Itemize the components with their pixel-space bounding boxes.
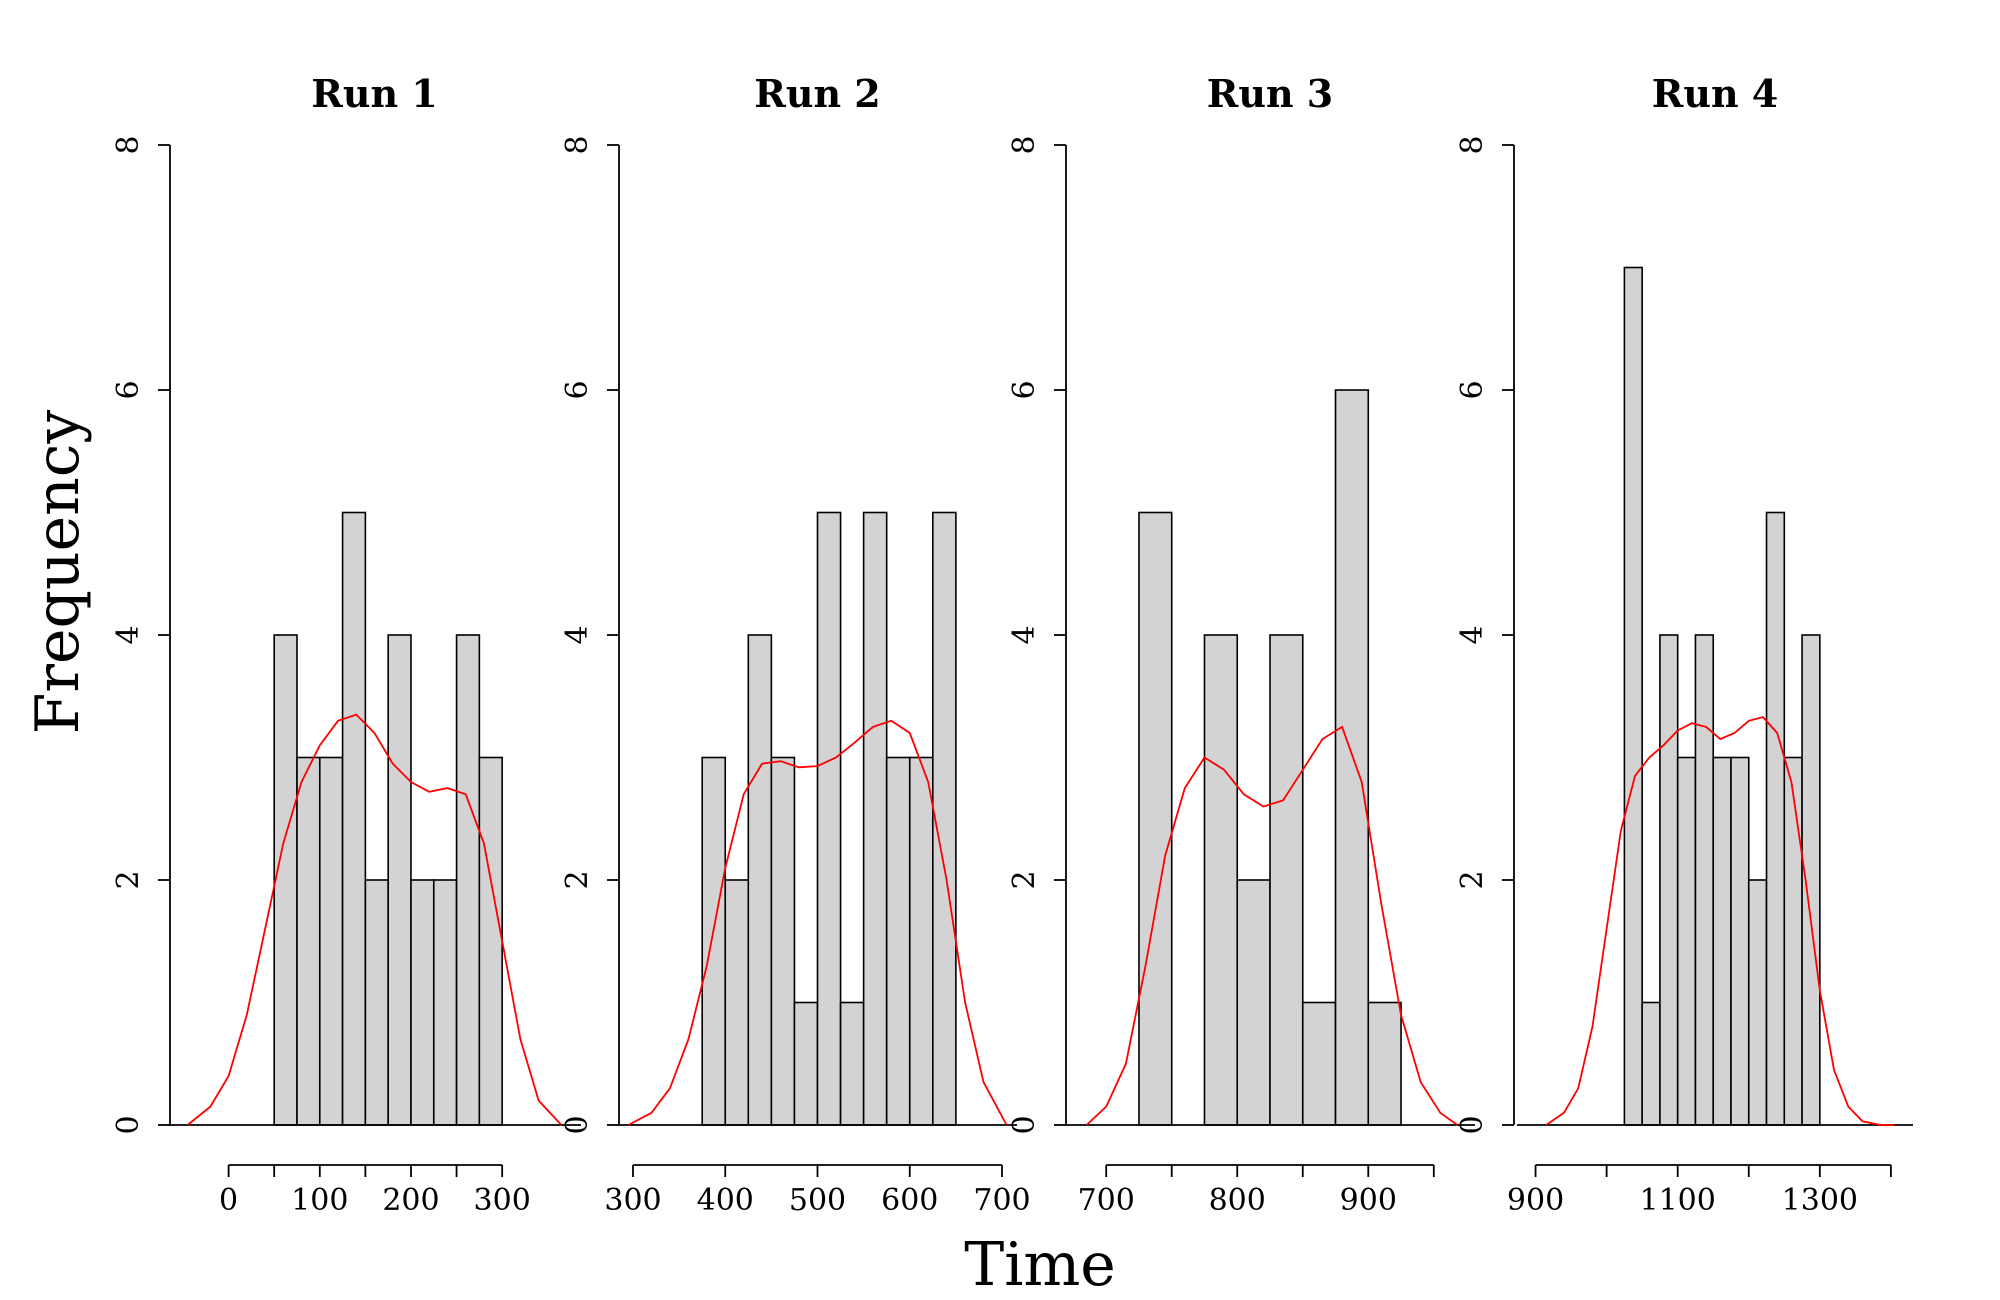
x-tick-label: 900 <box>1340 1183 1397 1218</box>
panel-3: Run 3 0 2 4 6 8 700 800 900 <box>1007 71 1475 1218</box>
histogram-bar <box>1203 634 1239 1126</box>
y-tick-label: 6 <box>1007 380 1042 399</box>
histogram-bar <box>410 879 435 1126</box>
y-tick-label: 6 <box>111 380 146 399</box>
histogram-bar <box>908 756 934 1126</box>
x-tick-label: 700 <box>1078 1183 1135 1218</box>
y-tick-label: 4 <box>1455 625 1490 644</box>
x-tick-label: 1300 <box>1782 1183 1858 1218</box>
y-tick-label: 2 <box>560 870 595 889</box>
y-tick-label: 4 <box>111 625 146 644</box>
histogram-bar <box>318 756 344 1126</box>
y-tick-label: 0 <box>1455 1115 1490 1134</box>
x-tick-label: 700 <box>973 1183 1030 1218</box>
histogram-bar <box>1712 756 1732 1126</box>
x-tick-label: 1100 <box>1640 1183 1716 1218</box>
histogram-bar <box>1783 756 1803 1126</box>
histogram-bar <box>770 756 796 1126</box>
histogram-bar <box>1334 389 1370 1126</box>
histogram-bar <box>885 756 911 1126</box>
histogram-bar <box>1367 1001 1402 1126</box>
histogram-bar <box>747 634 773 1126</box>
y-tick-label: 8 <box>1455 135 1490 154</box>
y-tick-label: 6 <box>560 380 595 399</box>
y-tick-label: 4 <box>560 625 595 644</box>
x-tick-label: 900 <box>1507 1183 1564 1218</box>
y-tick-label: 8 <box>1007 135 1042 154</box>
histogram-bar <box>1747 879 1768 1126</box>
histogram-bar <box>816 511 842 1126</box>
y-tick-label: 0 <box>560 1115 595 1134</box>
histogram-bar <box>1765 511 1786 1126</box>
histogram-bar <box>1694 634 1715 1126</box>
histogram-bar <box>1301 1001 1337 1126</box>
histogram-bar <box>296 756 321 1126</box>
density-curve <box>1085 725 1458 1126</box>
x-tick-label: 300 <box>604 1183 661 1218</box>
histogram-bar <box>1659 634 1679 1126</box>
density-curve <box>187 713 563 1126</box>
histogram-bar <box>701 756 727 1126</box>
histogram-bar <box>341 511 367 1126</box>
panel-title: Run 3 <box>1207 71 1334 116</box>
histogram-bar <box>862 511 888 1126</box>
x-tick-label: 100 <box>291 1183 348 1218</box>
histogram-bar <box>364 879 389 1126</box>
y-axis-title: Frequency <box>23 410 93 735</box>
histogram-bar <box>1730 756 1750 1126</box>
panel-title: Run 2 <box>754 71 881 116</box>
histogram-bar <box>1676 756 1697 1126</box>
histogram-bar <box>273 634 298 1126</box>
x-tick-label: 500 <box>789 1183 846 1218</box>
density-curve <box>627 719 1008 1126</box>
histogram-bar <box>1623 266 1643 1126</box>
panel-2: Run 2 0 2 4 6 8 300 400 500 600 700 <box>560 71 1031 1218</box>
histogram-bar <box>1138 511 1173 1126</box>
x-axis-title: Time <box>964 1230 1116 1300</box>
y-tick-label: 2 <box>111 870 146 889</box>
histogram-bar <box>724 879 750 1126</box>
panel-title: Run 1 <box>311 71 438 116</box>
y-tick-label: 8 <box>111 135 146 154</box>
panel-title: Run 4 <box>1652 71 1779 116</box>
histogram-bar <box>478 756 503 1126</box>
x-tick-label: 400 <box>697 1183 754 1218</box>
histogram-bar <box>839 1001 865 1126</box>
histogram-bar <box>455 634 481 1126</box>
x-tick-label: 300 <box>474 1183 531 1218</box>
y-tick-label: 6 <box>1455 380 1490 399</box>
histogram-bar <box>1236 879 1271 1126</box>
y-tick-label: 4 <box>1007 625 1042 644</box>
panel-1: Run 1 0 2 4 6 8 0 100 200 300 <box>111 71 581 1218</box>
x-tick-label: 0 <box>219 1183 238 1218</box>
histogram-bar <box>793 1001 819 1126</box>
y-tick-label: 0 <box>1007 1115 1042 1134</box>
x-tick-label: 600 <box>881 1183 938 1218</box>
x-tick-label: 200 <box>382 1183 439 1218</box>
y-tick-label: 2 <box>1455 870 1490 889</box>
y-tick-label: 0 <box>111 1115 146 1134</box>
y-tick-label: 8 <box>560 135 595 154</box>
histogram-bar <box>387 634 412 1126</box>
y-tick-label: 2 <box>1007 870 1042 889</box>
histogram-bar <box>932 511 957 1126</box>
density-curve <box>1545 716 1895 1126</box>
histogram-bar <box>432 879 458 1126</box>
x-tick-label: 800 <box>1209 1183 1266 1218</box>
histogram-bar <box>1641 1001 1661 1126</box>
panel-4: Run 4 0 2 4 6 8 900 1100 1300 <box>1455 71 1913 1218</box>
histogram-bar <box>1269 634 1304 1126</box>
